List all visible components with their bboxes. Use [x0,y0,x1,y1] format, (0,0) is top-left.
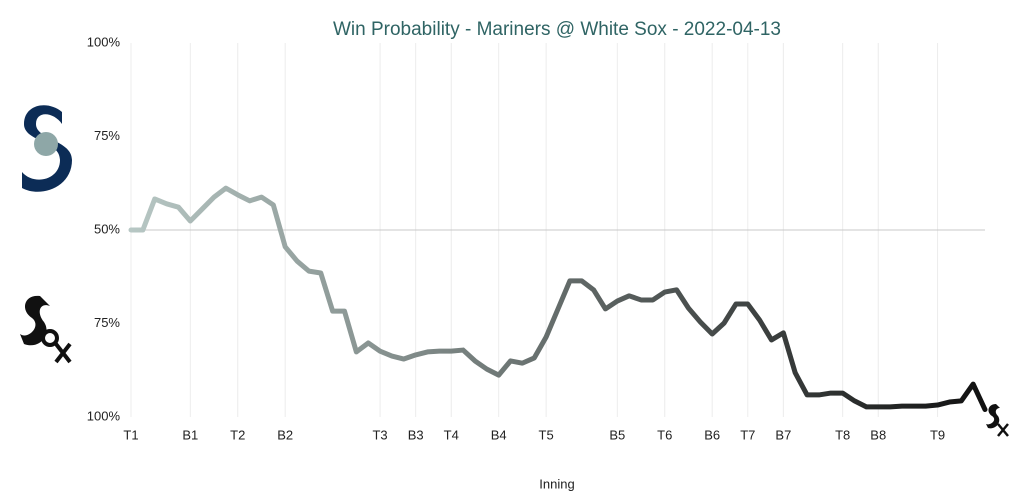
logo-shape [41,329,59,347]
x-tick-label: T6 [657,427,672,442]
chart-title: Win Probability - Mariners @ White Sox -… [333,19,781,40]
white-sox-logo [20,295,72,364]
x-axis-label: Inning [539,476,574,491]
x-tick-label: T9 [930,427,945,442]
logo-shape [20,295,50,346]
x-tick-label: T1 [123,427,138,442]
logo-shape [54,342,72,364]
mariners-logo [22,105,72,192]
logo-shape [986,404,1000,429]
x-tick-label: B4 [491,427,507,442]
x-tick-label: B3 [408,427,424,442]
logo-shape [997,423,1009,437]
x-tick-label: B8 [870,427,886,442]
y-tick-label: 50% [94,221,120,236]
white-sox-end-logo [986,404,1009,437]
logo-shape [22,105,72,192]
x-tick-label: B1 [182,427,198,442]
x-tick-label: T4 [444,427,459,442]
y-tick-label: 100% [87,408,121,423]
x-tick-label: B7 [775,427,791,442]
x-tick-label: T7 [740,427,755,442]
x-tick-label: T2 [230,427,245,442]
x-tick-label: T8 [835,427,850,442]
x-tick-label: B6 [704,427,720,442]
x-tick-label: B5 [609,427,625,442]
x-tick-label: B2 [277,427,293,442]
y-tick-label: 75% [94,315,120,330]
y-tick-label: 75% [94,128,120,143]
x-tick-label: T3 [372,427,387,442]
win-probability-line [128,185,988,413]
logo-compass [34,132,58,156]
x-tick-label: T5 [539,427,554,442]
y-tick-label: 100% [87,34,121,49]
